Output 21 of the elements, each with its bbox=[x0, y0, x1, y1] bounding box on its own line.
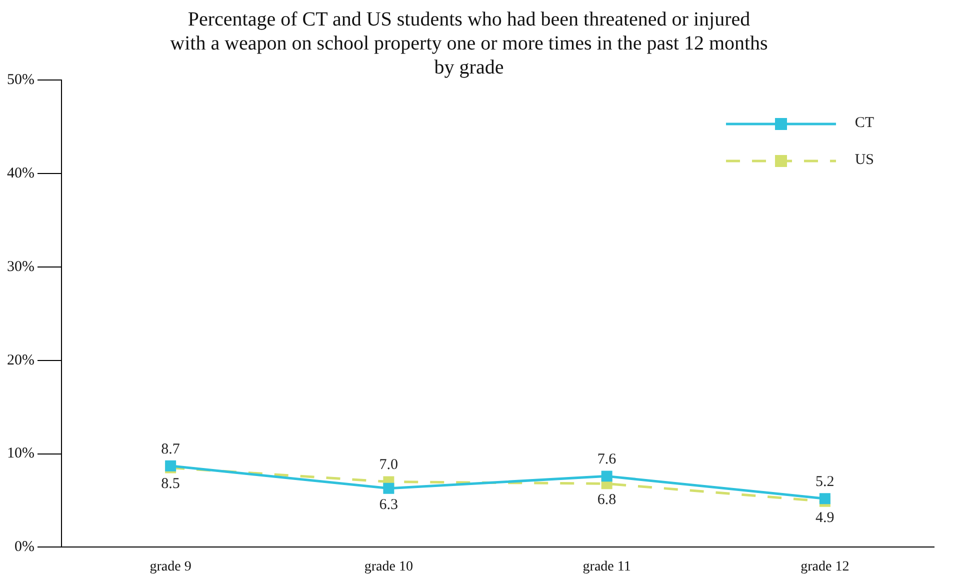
y-tick-label: 10% bbox=[6, 446, 34, 462]
data-label: 8.7 bbox=[161, 441, 180, 458]
data-label: 5.2 bbox=[816, 474, 834, 490]
text: CT bbox=[854, 115, 874, 132]
y-tick-label: 50% bbox=[6, 72, 34, 88]
text: US bbox=[854, 152, 874, 169]
y-tick-label: 30% bbox=[6, 258, 34, 275]
data-label: 4.9 bbox=[816, 510, 834, 526]
y-tick-label: 20% bbox=[6, 352, 34, 368]
data-label: 8.5 bbox=[161, 476, 180, 492]
y-tick-label: 40% bbox=[6, 165, 34, 182]
x-tick-label: grade 12 bbox=[800, 559, 850, 574]
x-tick-label: grade 9 bbox=[150, 559, 192, 574]
data-label: 7.0 bbox=[379, 457, 398, 474]
chart-title: Percentage of CT and US students who had been threatened or injured with a weapon on school property one or more times in the past 12 months by grade bbox=[170, 8, 768, 78]
x-tick-label: grade 10 bbox=[364, 559, 413, 574]
data-label: 7.6 bbox=[597, 452, 617, 468]
data-label: 6.3 bbox=[379, 496, 398, 513]
x-tick-label: grade 11 bbox=[582, 559, 631, 574]
y-tick-label: 0% bbox=[14, 539, 34, 556]
data-label: 6.8 bbox=[597, 492, 616, 508]
